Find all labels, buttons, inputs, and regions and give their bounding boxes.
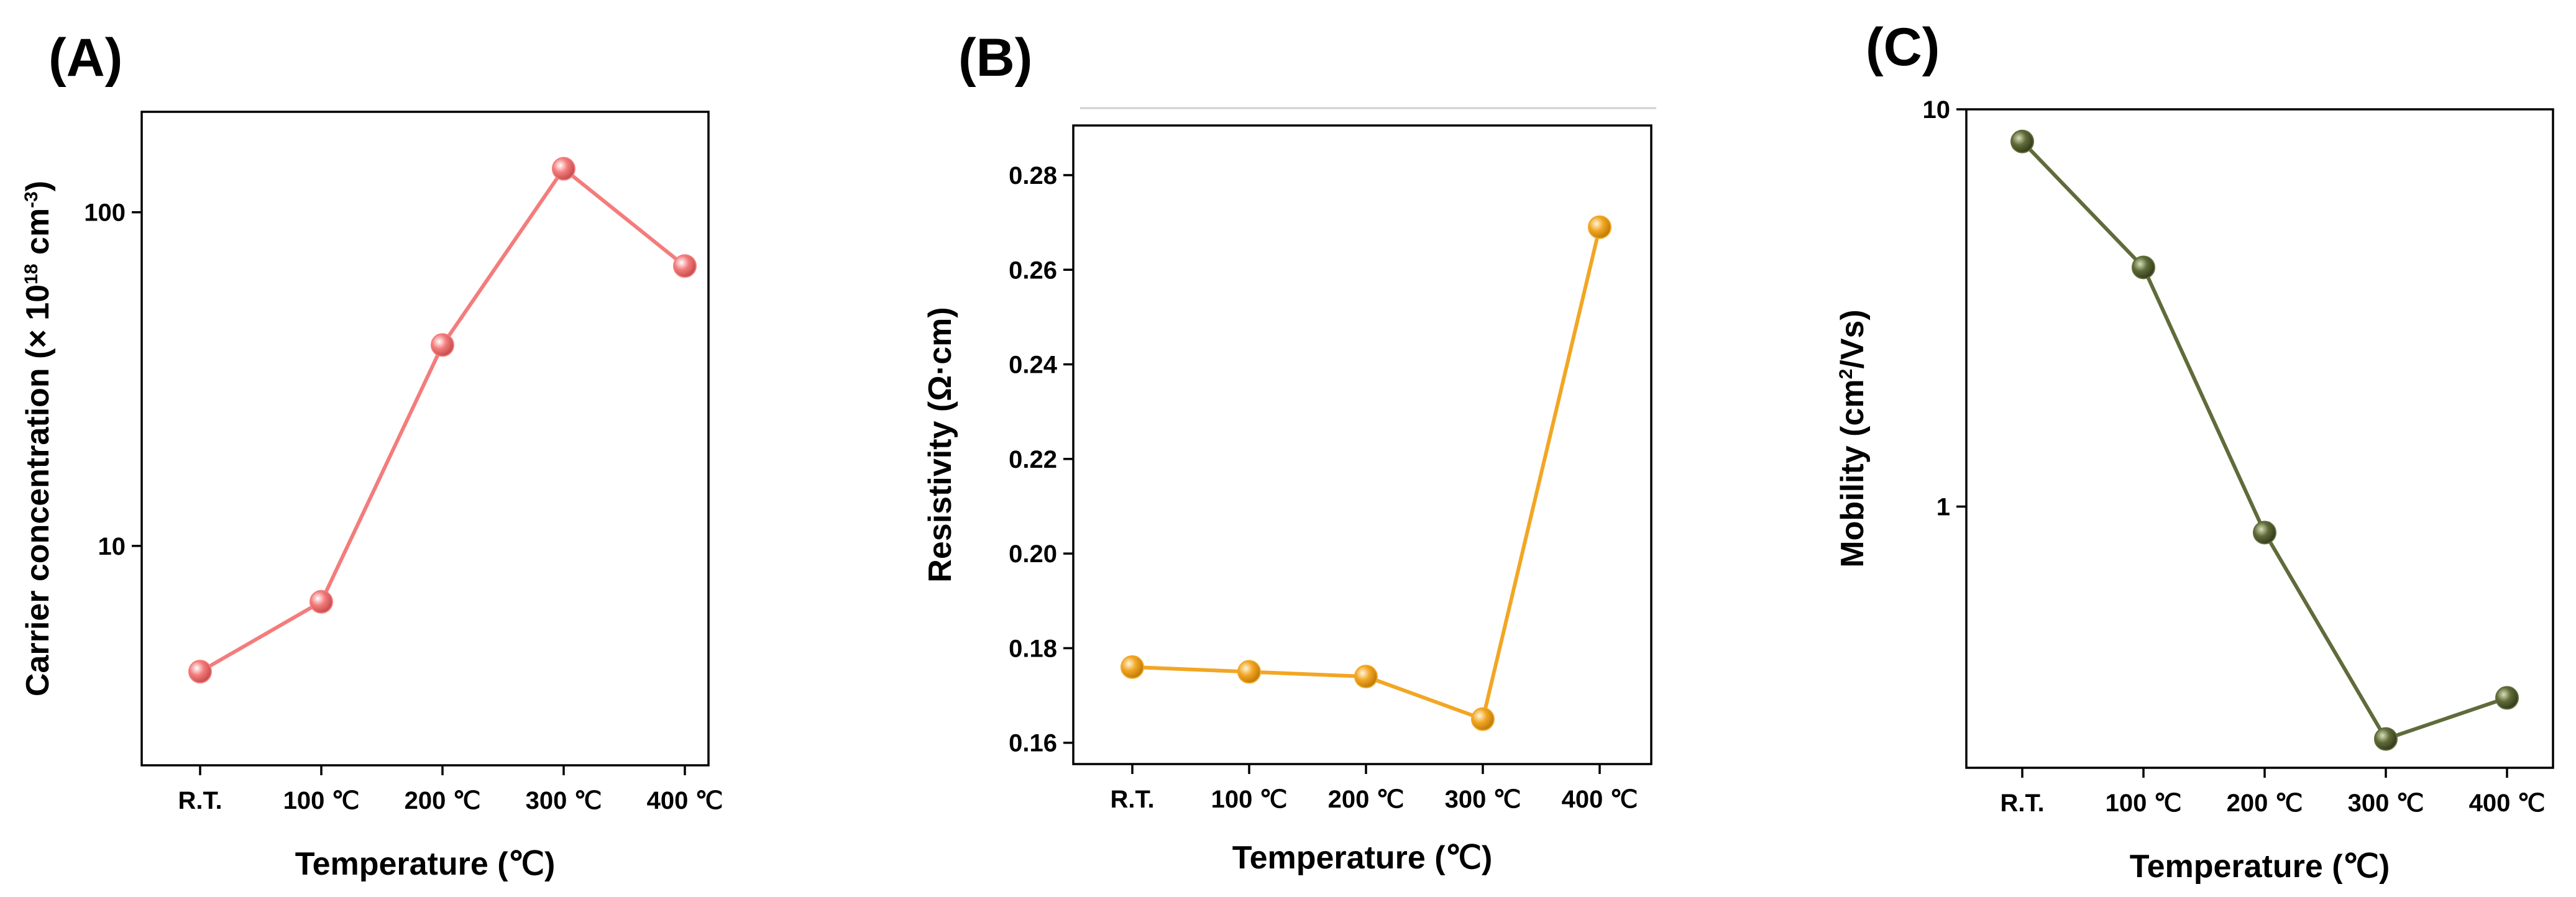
series-line (2020, 140, 2508, 741)
panel-b-x-axis-title: Temperature (℃) (1232, 840, 1493, 876)
panel-a-y-axis-title: Carrier concentration (× 1018 cm-3) (20, 181, 56, 696)
panel-b-label: (B) (958, 28, 1032, 88)
panel-b: (B) 0.16 0.18 0.20 0.22 0.24 0.26 0.28 R.T. 100 … (922, 28, 1656, 876)
data-point (188, 660, 212, 684)
x-tick-label: 200 ℃ (2227, 790, 2303, 817)
panel-a-marks (188, 157, 697, 684)
x-tick-label: 400 ℃ (1562, 786, 1638, 813)
data-point (2010, 129, 2034, 153)
panel-c-ticks: 1 10 R.T. 100 ℃ 200 ℃ 300 ℃ 400 ℃ (1923, 96, 2546, 817)
data-point (1354, 665, 1378, 689)
x-tick-label: 100 ℃ (283, 787, 360, 814)
series-line (1132, 227, 1602, 721)
data-point (673, 254, 697, 278)
panel-a: (A) 10 100 R.T. 100 ℃ 200 ℃ 300 ℃ 400 ℃ Temper… (20, 28, 723, 882)
x-tick-label: 400 ℃ (647, 787, 723, 814)
panel-a-plot-frame (140, 111, 710, 767)
data-point (1237, 660, 1261, 684)
y-tick-label: 10 (98, 533, 126, 560)
x-tick-label: R.T. (2000, 790, 2044, 817)
panel-a-label: (A) (48, 28, 122, 88)
data-point (2253, 521, 2276, 545)
y-tick-label: 0.24 (1009, 352, 1058, 379)
panel-c-x-axis-title: Temperature (℃) (2130, 849, 2390, 885)
panel-c-plot-frame (1965, 108, 2554, 769)
panel-c-label: (C) (1866, 17, 1940, 77)
x-tick-label: 300 ℃ (526, 787, 602, 814)
data-point (2495, 686, 2519, 710)
panel-c-marks (2010, 129, 2519, 751)
y-tick-label: 0.20 (1009, 540, 1057, 568)
x-tick-label: 100 ℃ (2106, 790, 2182, 817)
y-tick-label: 0.16 (1009, 730, 1057, 757)
x-tick-label: 300 ℃ (2348, 790, 2424, 817)
x-tick-label: 200 ℃ (1328, 786, 1405, 813)
y-tick-label: 0.22 (1009, 446, 1057, 473)
data-point (2132, 255, 2155, 280)
data-point (1121, 655, 1144, 679)
x-tick-label: 100 ℃ (1211, 786, 1288, 813)
data-point (1588, 215, 1611, 239)
series-line (199, 166, 686, 673)
panel-b-ticks: 0.16 0.18 0.20 0.22 0.24 0.26 0.28 R.T. 100 ℃ 200… (1009, 162, 1638, 813)
y-tick-label: 10 (1923, 96, 1951, 124)
x-tick-label: R.T. (178, 787, 222, 814)
panel-b-y-axis-title: Resistivity (Ω·cm) (922, 307, 958, 582)
y-tick-label: 1 (1937, 493, 1950, 521)
data-point (2374, 727, 2398, 751)
x-tick-label: 200 ℃ (405, 787, 481, 814)
y-tick-label: 0.26 (1009, 257, 1057, 284)
y-tick-label: 0.18 (1009, 635, 1057, 662)
data-point (552, 157, 575, 181)
y-tick-label: 100 (84, 199, 126, 227)
data-point (309, 590, 333, 614)
x-tick-label: R.T. (1110, 786, 1154, 813)
x-tick-label: 400 ℃ (2469, 790, 2546, 817)
x-tick-label: 300 ℃ (1445, 786, 1521, 813)
panel-b-plot-frame (1072, 124, 1652, 765)
panel-a-x-axis-title: Temperature (℃) (295, 846, 556, 882)
panel-c-y-axis-title: Mobility (cm2/Vs) (1835, 309, 1871, 567)
panel-c: (C) 1 10 R.T. 100 ℃ 200 ℃ 300 ℃ 400 ℃ Temperat… (1835, 17, 2554, 885)
y-tick-label: 0.28 (1009, 162, 1057, 189)
data-point (1471, 707, 1495, 731)
panel-a-ticks: 10 100 R.T. 100 ℃ 200 ℃ 300 ℃ 400 ℃ (84, 199, 723, 814)
data-point (431, 333, 454, 357)
panel-b-marks (1121, 215, 1611, 731)
